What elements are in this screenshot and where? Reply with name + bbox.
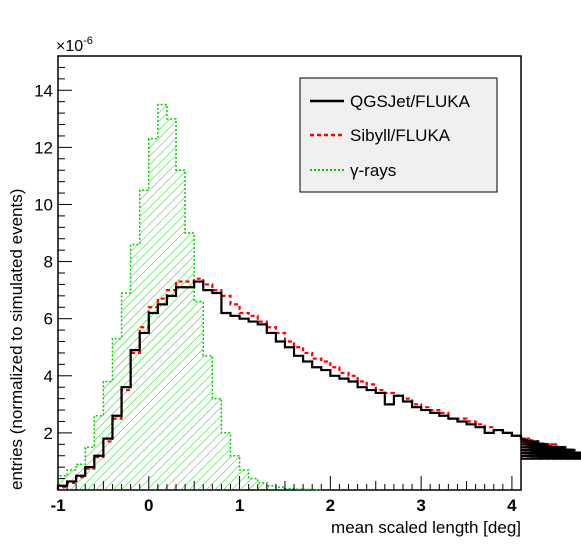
x-tick-label: -1: [50, 496, 65, 515]
x-tick-label: 3: [416, 496, 425, 515]
legend-label-gamma: γ-rays: [350, 161, 396, 180]
legend-label-sibyll: Sibyll/FLUKA: [350, 126, 451, 145]
histogram-layer: [56, 103, 581, 491]
x-tick-label: 0: [144, 496, 153, 515]
y-tick-label: 6: [44, 310, 53, 329]
y-tick-label: 8: [44, 253, 53, 272]
y-multiplier: ×10-6: [56, 35, 93, 55]
y-tick-label: 14: [34, 81, 53, 100]
legend-label-qgsjet: QGSJet/FLUKA: [350, 92, 471, 111]
y-tick-label: 10: [34, 195, 53, 214]
y-tick-label: 4: [44, 367, 53, 386]
legend: QGSJet/FLUKA Sibyll/FLUKA γ-rays: [299, 77, 498, 193]
y-tick-label: 2: [44, 424, 53, 443]
y-axis-label: entries (normalized to simulated events): [7, 189, 26, 490]
series-line-sibyll: [56, 277, 581, 490]
x-tick-label: 2: [326, 496, 335, 515]
x-tick-label: 4: [507, 496, 517, 515]
y-tick-label: 12: [34, 138, 53, 157]
x-tick-label: 1: [235, 496, 244, 515]
series-fill-gamma: [58, 104, 322, 490]
series-line-qgsjet: [56, 280, 581, 490]
x-axis-label: mean scaled length [deg]: [331, 518, 521, 537]
